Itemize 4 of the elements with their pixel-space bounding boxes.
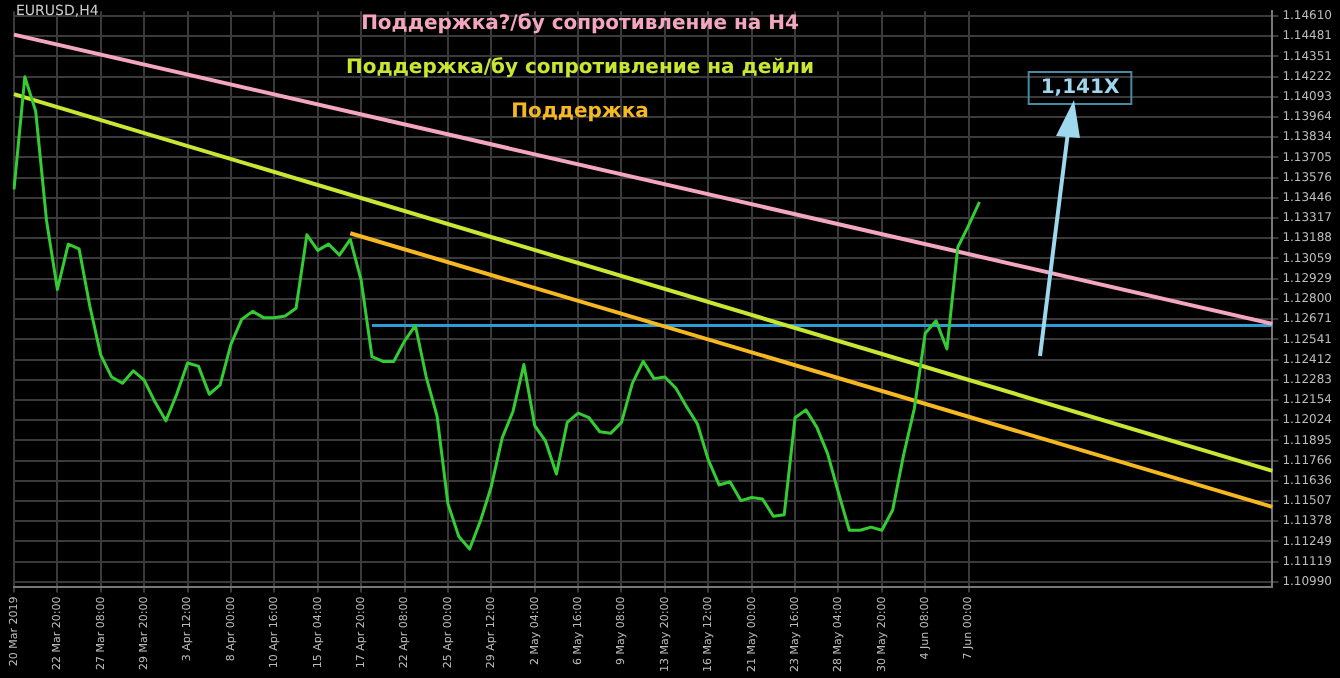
text: Поддержка/бу сопротивление на дейли (346, 57, 814, 80)
annotation: 1,141X (1040, 77, 1120, 100)
text: Поддержка?/бу сопротивление на H4 (361, 13, 799, 36)
text: Поддержка (511, 101, 649, 124)
